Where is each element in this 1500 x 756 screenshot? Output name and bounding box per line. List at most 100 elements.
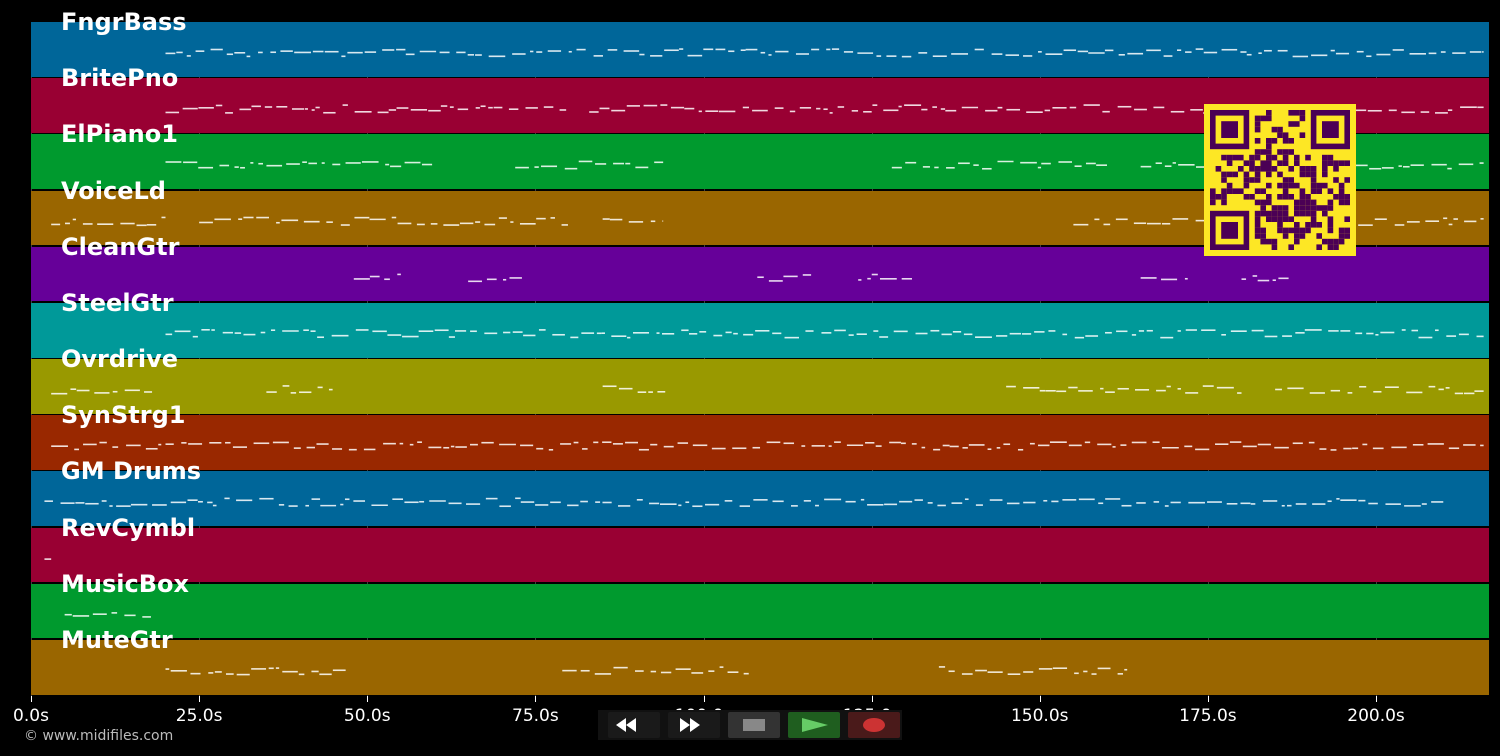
qr-module <box>1254 188 1261 194</box>
qr-module <box>1322 154 1328 161</box>
qr-module <box>1288 166 1294 172</box>
qr-module <box>1232 154 1238 161</box>
qr-module <box>1226 182 1233 189</box>
track-lane: GM Drums <box>31 457 1489 527</box>
qr-module <box>1322 182 1328 189</box>
gridline <box>1039 22 1041 696</box>
qr-module <box>1294 210 1300 217</box>
qr-module <box>1215 194 1222 200</box>
qr-module <box>1260 115 1266 122</box>
qr-module <box>1210 188 1216 194</box>
qr-module <box>1243 182 1250 189</box>
gridline <box>367 22 369 696</box>
qr-module <box>1254 210 1261 217</box>
qr-module <box>1221 188 1227 194</box>
qr-module <box>1266 149 1272 155</box>
qr-module <box>1316 222 1322 228</box>
qr-module <box>1299 210 1306 217</box>
axis-tick <box>1376 696 1378 702</box>
qr-module <box>1277 171 1283 178</box>
qr-module <box>1226 171 1233 178</box>
qr-module <box>1305 199 1311 206</box>
stop-button[interactable] <box>728 712 780 738</box>
qr-module <box>1221 121 1238 138</box>
axis-tick <box>1039 696 1041 702</box>
qr-module <box>1277 194 1283 200</box>
qr-module <box>1344 233 1350 239</box>
qr-module <box>1238 188 1244 194</box>
qr-module <box>1294 233 1300 239</box>
qr-module <box>1338 227 1345 234</box>
axis-tick <box>199 696 201 702</box>
qr-module <box>1260 210 1266 217</box>
qr-module <box>1327 160 1334 166</box>
qr-module <box>1322 205 1328 211</box>
qr-module <box>1338 238 1345 245</box>
qr-module <box>1322 160 1328 166</box>
axis-tick-label: 0.0s <box>13 706 49 726</box>
qr-module <box>1254 227 1261 234</box>
qr-module <box>1221 154 1227 161</box>
qr-code <box>1204 104 1356 256</box>
qr-module <box>1338 188 1345 194</box>
qr-module <box>1277 132 1283 138</box>
qr-module <box>1282 138 1289 144</box>
qr-module <box>1310 171 1317 178</box>
track-lane: MusicBox <box>31 570 1489 639</box>
qr-module <box>1310 188 1317 194</box>
qr-module <box>1266 166 1272 172</box>
qr-module <box>1288 182 1294 189</box>
qr-module <box>1271 210 1278 217</box>
qr-module <box>1254 154 1261 161</box>
track-name: ElPiano1 <box>61 120 178 149</box>
axis-tick <box>703 696 705 702</box>
qr-module <box>1327 205 1334 211</box>
gridline <box>871 22 873 696</box>
qr-module <box>1266 154 1272 161</box>
qr-module <box>1333 194 1339 200</box>
fast-forward-button[interactable] <box>668 712 720 738</box>
qr-module <box>1282 227 1289 234</box>
qr-module <box>1310 222 1317 228</box>
qr-module <box>1288 110 1294 116</box>
qr-module <box>1282 154 1289 161</box>
qr-module <box>1327 216 1334 222</box>
qr-module <box>1282 233 1289 239</box>
qr-module <box>1282 160 1289 166</box>
play-button[interactable] <box>788 712 840 738</box>
track-name: MuteGtr <box>61 625 173 654</box>
qr-module <box>1288 177 1294 183</box>
qr-module <box>1333 160 1339 166</box>
qr-module <box>1282 194 1289 200</box>
rewind-button[interactable] <box>608 712 660 738</box>
qr-module <box>1254 216 1261 222</box>
qr-module <box>1327 244 1334 250</box>
qr-module <box>1232 171 1238 178</box>
track-lane: FngrBass <box>31 8 1489 77</box>
qr-module <box>1254 121 1261 127</box>
qr-module <box>1344 160 1350 166</box>
qr-module <box>1266 143 1272 150</box>
qr-module <box>1238 166 1244 172</box>
qr-module <box>1327 154 1334 161</box>
qr-module <box>1282 177 1289 183</box>
qr-module <box>1277 210 1283 217</box>
qr-module <box>1271 166 1278 172</box>
qr-module <box>1260 188 1266 194</box>
qr-module <box>1322 121 1339 138</box>
record-button[interactable] <box>848 712 900 738</box>
qr-module <box>1327 188 1334 194</box>
transport-controls <box>598 710 902 740</box>
qr-module <box>1294 227 1300 234</box>
qr-code-image <box>1210 110 1350 250</box>
qr-module <box>1266 210 1272 217</box>
gridline <box>1376 22 1378 696</box>
qr-module <box>1344 227 1350 234</box>
gridline <box>703 22 705 696</box>
qr-module <box>1271 126 1278 133</box>
qr-module <box>1294 154 1300 161</box>
qr-module <box>1327 238 1334 245</box>
qr-module <box>1322 210 1328 217</box>
qr-module <box>1282 210 1289 217</box>
qr-module <box>1299 188 1306 194</box>
